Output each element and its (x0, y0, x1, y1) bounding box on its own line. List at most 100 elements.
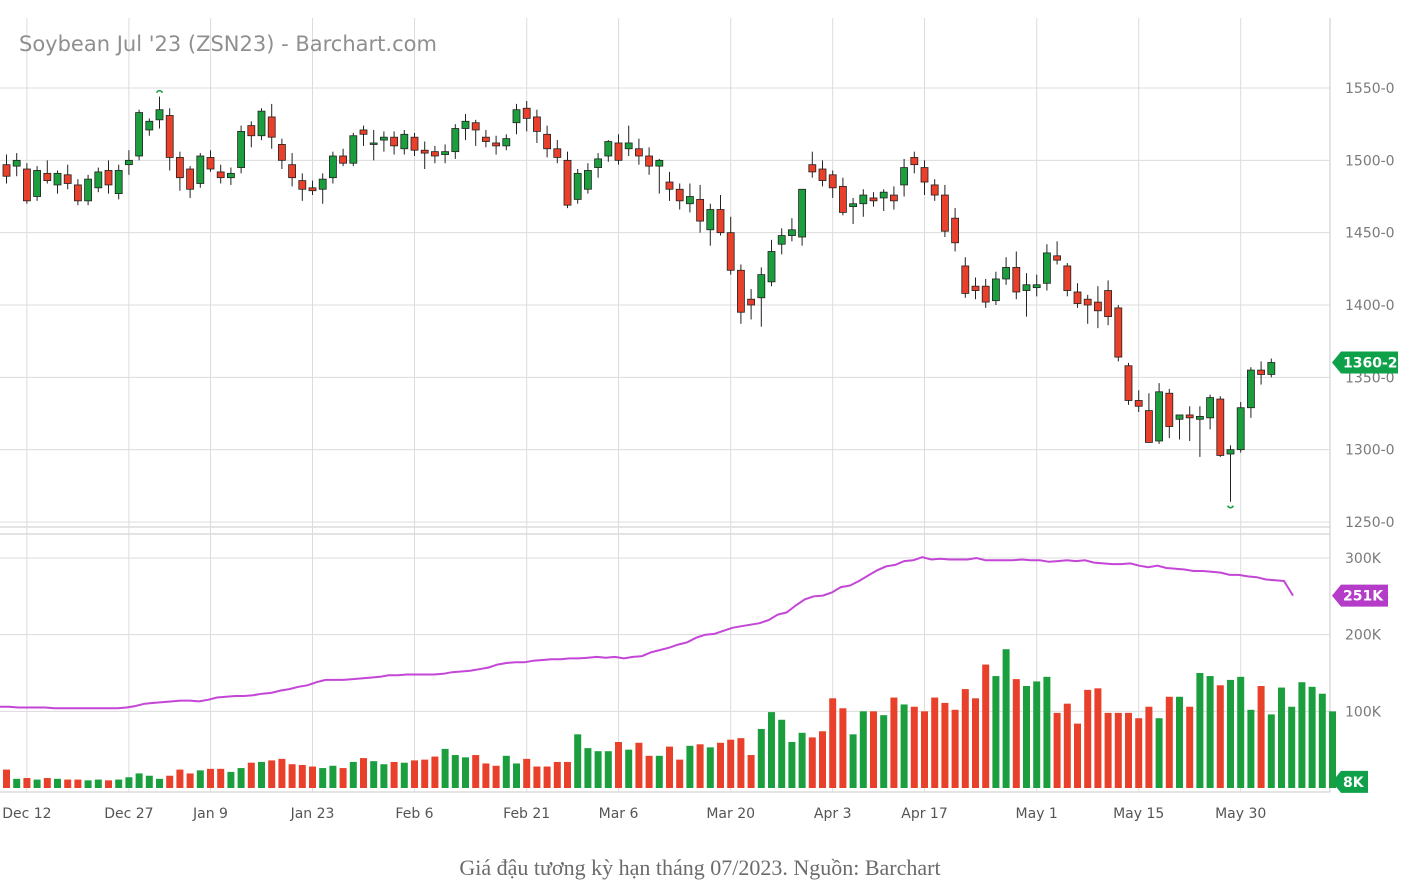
volume-bar (1023, 686, 1030, 788)
open-interest-line (0, 556, 1294, 710)
volume-bar (13, 778, 21, 788)
candle-body (879, 191, 888, 199)
volume-bar (635, 742, 643, 788)
volume-bar (1329, 711, 1336, 788)
date-tick-label: May 30 (1215, 806, 1266, 822)
volume-bar (196, 770, 204, 788)
candle-body (1114, 307, 1123, 358)
volume-bar (1155, 718, 1163, 788)
candle-body (614, 142, 623, 161)
date-tick-label: May 1 (1016, 806, 1058, 822)
candle-body (400, 133, 409, 150)
volume-bar (1176, 696, 1183, 788)
volume-bar (1216, 685, 1224, 788)
candle-body (992, 278, 1000, 302)
candle-body (53, 172, 62, 186)
volume-bar (472, 755, 480, 788)
candle-body (941, 194, 949, 232)
candle-body (522, 107, 531, 119)
candle-body (624, 142, 633, 150)
volume-bar (268, 760, 276, 788)
candle-body (114, 170, 123, 195)
candle-body (971, 285, 980, 291)
candle-body (339, 155, 348, 164)
volume-bar (54, 778, 61, 788)
volume-bar (1237, 676, 1245, 788)
volume-bar (33, 779, 41, 788)
volume-bar (84, 780, 92, 788)
candle-body (481, 136, 490, 142)
volume-bar (309, 766, 316, 788)
volume-bar (258, 761, 265, 788)
volume-bar (849, 734, 857, 788)
candle-body (788, 229, 796, 236)
volume-bar (564, 761, 571, 788)
candle-body (74, 184, 82, 202)
date-tick-label: Jan 9 (192, 806, 228, 822)
volume-bar (574, 734, 582, 788)
last-volume-flag (1332, 770, 1368, 793)
candle-body (175, 157, 184, 179)
date-tick-label: Mar 6 (599, 806, 639, 822)
volume-bar (105, 780, 112, 788)
candle-body (216, 171, 225, 179)
candle-body (267, 116, 276, 138)
candle-body (920, 167, 929, 183)
candle-body (849, 203, 857, 208)
volume-bar (798, 732, 806, 788)
volume-bar (1002, 649, 1010, 788)
volume-bar (584, 748, 592, 788)
candle-body (1155, 391, 1163, 442)
candle-body (777, 235, 786, 245)
date-tick-label: Feb 21 (503, 806, 550, 822)
volume-bar (961, 689, 969, 788)
candle-body (441, 151, 450, 155)
candle-body (104, 170, 113, 186)
volume-bar (411, 760, 418, 788)
volume-bar (1063, 703, 1071, 788)
volume-bar (982, 664, 990, 788)
candle-body (584, 170, 592, 190)
volume-bar (727, 739, 735, 788)
candle-body (237, 130, 246, 168)
volume-tick-label: 200K (1345, 628, 1382, 644)
price-tick-label: 1400-0 (1345, 298, 1395, 314)
candle-body (226, 172, 235, 179)
candle-body (1247, 369, 1255, 409)
candle-body (747, 298, 755, 306)
date-tick-label: Dec 27 (104, 806, 153, 822)
volume-tick-label: 100K (1345, 704, 1382, 720)
volume-bar (645, 755, 653, 788)
volume-bar (900, 704, 908, 788)
candle-body (1134, 400, 1143, 407)
candle-body (1083, 298, 1092, 306)
volume-bar (176, 769, 184, 788)
volume-bar (1288, 706, 1296, 788)
candle-body (63, 174, 72, 184)
last-price-flag (1332, 351, 1398, 374)
candle-body (125, 159, 133, 166)
volume-bar (370, 761, 378, 788)
volume-bar (1125, 712, 1132, 788)
candle-body (359, 129, 368, 135)
candle-body (757, 274, 766, 299)
price-tick-label: 1500-0 (1345, 153, 1395, 169)
volume-bar (778, 719, 786, 788)
volume-bar (441, 748, 449, 788)
candle-body (22, 168, 31, 202)
volume-bar (1278, 687, 1285, 788)
candle-body (512, 109, 521, 124)
candle-body (1165, 392, 1174, 427)
candle-body (533, 116, 541, 132)
candle-body (1236, 407, 1245, 451)
candle-body (298, 180, 307, 190)
volume-bar (1135, 718, 1143, 788)
volume-bar (1104, 712, 1112, 788)
candle-body (492, 142, 501, 147)
candle-body (1053, 255, 1061, 261)
volume-tick-label: 300K (1345, 551, 1382, 567)
volume-bar (1186, 706, 1194, 788)
volume-bar (1114, 712, 1122, 788)
candle-body (930, 184, 939, 196)
candle-body (1022, 284, 1031, 291)
